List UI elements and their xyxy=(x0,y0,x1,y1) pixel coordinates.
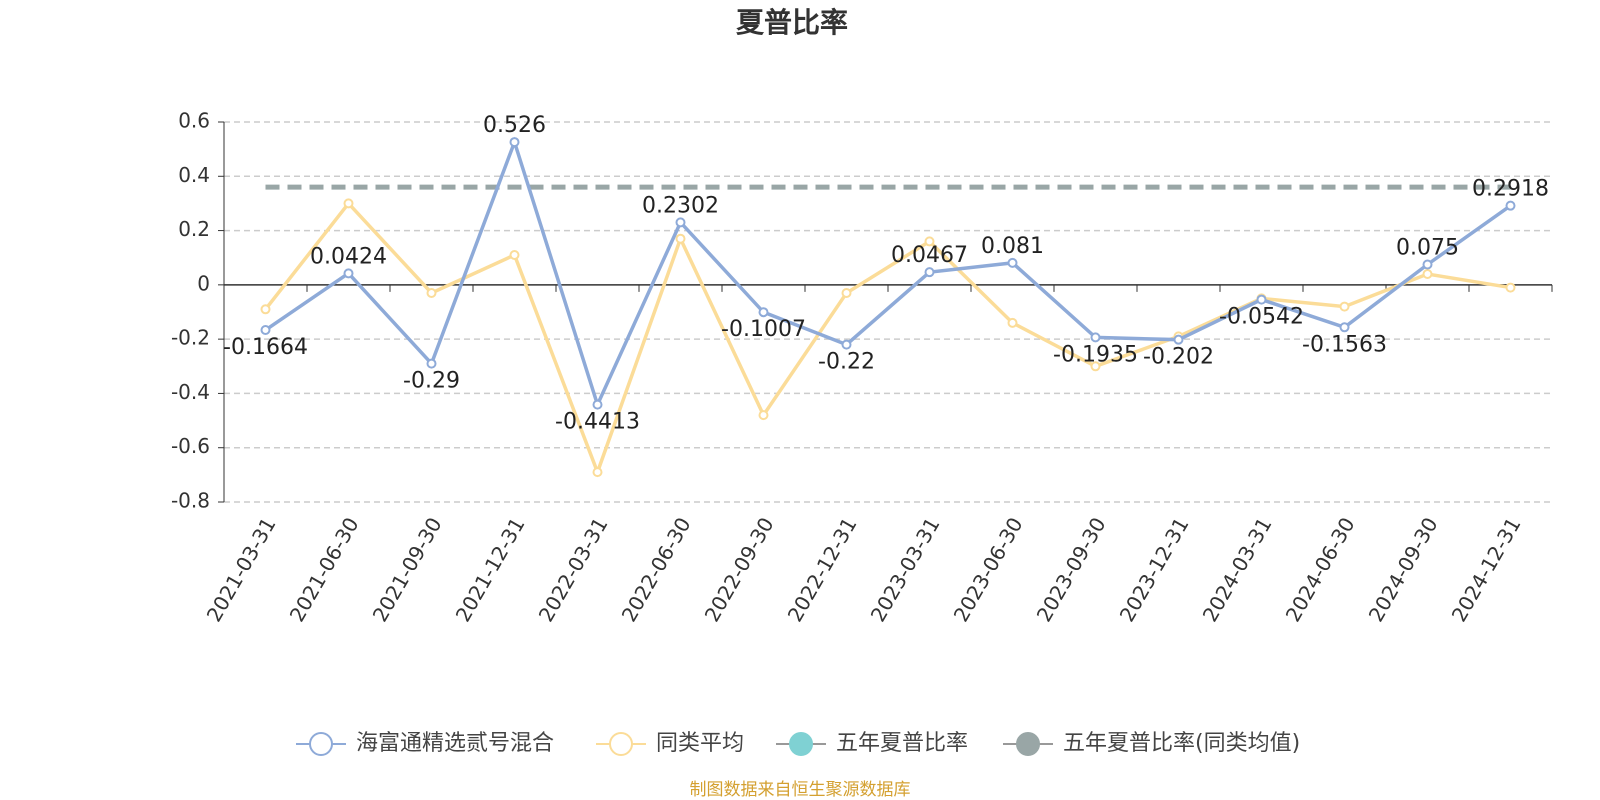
y-tick-label: -0.8 xyxy=(171,489,210,513)
data-point xyxy=(260,304,271,315)
data-point xyxy=(1173,334,1184,345)
x-tick-label: 2021-12-31 xyxy=(451,513,530,626)
data-point xyxy=(675,233,686,244)
x-tick-label: 2022-06-30 xyxy=(617,513,696,626)
legend-marker xyxy=(609,732,633,756)
data-point xyxy=(841,288,852,298)
series-line xyxy=(264,136,1512,410)
x-tick-label: 2023-12-31 xyxy=(1115,513,1194,626)
x-tick-label: 2023-03-31 xyxy=(866,513,945,626)
x-tick-label: 2021-03-31 xyxy=(202,513,281,626)
data-point xyxy=(1422,269,1433,279)
data-point xyxy=(675,217,686,228)
x-tick-label: 2021-06-30 xyxy=(285,513,364,626)
data-label: -0.1935 xyxy=(1053,342,1138,367)
data-point xyxy=(509,137,520,148)
x-tick-label: 2023-06-30 xyxy=(949,513,1028,626)
y-tick-label: 0.6 xyxy=(178,109,210,133)
data-point xyxy=(1007,257,1018,268)
data-point xyxy=(1505,200,1516,211)
legend-marker xyxy=(309,732,333,756)
x-tick-label: 2022-03-31 xyxy=(534,513,613,626)
data-point xyxy=(1256,294,1267,305)
data-label: -0.1563 xyxy=(1302,332,1387,357)
x-tick-label: 2022-12-31 xyxy=(783,513,862,626)
x-tick-label: 2024-09-30 xyxy=(1364,513,1443,626)
legend-marker xyxy=(1016,732,1040,756)
data-label: 0.526 xyxy=(483,113,546,138)
legend-label: 五年夏普比率(同类均值) xyxy=(1063,731,1300,756)
data-point xyxy=(426,358,437,369)
data-point xyxy=(1422,259,1433,270)
data-label: 0.075 xyxy=(1396,236,1459,261)
data-label: -0.4413 xyxy=(555,410,640,435)
data-label: -0.1007 xyxy=(721,317,806,342)
legend-marker xyxy=(789,732,813,756)
x-tick-label: 2024-03-31 xyxy=(1198,513,1277,626)
data-point xyxy=(343,198,354,209)
x-tick-label: 2022-09-30 xyxy=(700,513,779,626)
data-point xyxy=(1505,282,1516,293)
y-tick-label: 0.4 xyxy=(178,163,210,187)
data-point xyxy=(1090,332,1101,343)
data-point xyxy=(426,288,437,298)
y-tick-label: -0.2 xyxy=(171,326,210,350)
data-label: 0.0424 xyxy=(310,244,387,269)
x-tick-label: 2021-09-30 xyxy=(368,513,447,626)
data-point xyxy=(1339,322,1350,333)
data-label: 0.081 xyxy=(981,234,1044,259)
legend-item: 同类平均 xyxy=(596,731,744,756)
legend-item: 海富通精选贰号混合 xyxy=(296,731,554,756)
data-point xyxy=(343,268,354,279)
data-point xyxy=(1339,301,1350,312)
data-point xyxy=(758,307,769,318)
data-point xyxy=(1090,361,1101,372)
legend-item: 五年夏普比率 xyxy=(776,731,968,756)
data-point xyxy=(841,339,852,350)
x-tick-label: 2024-06-30 xyxy=(1281,513,1360,626)
data-label: -0.29 xyxy=(403,369,460,394)
x-tick-label: 2023-09-30 xyxy=(1032,513,1111,626)
data-point xyxy=(924,236,935,247)
data-label: 0.2302 xyxy=(642,193,719,218)
y-tick-label: -0.6 xyxy=(171,434,210,458)
data-label: -0.1664 xyxy=(223,335,308,360)
data-point xyxy=(260,325,271,336)
x-tick-label: 2024-12-31 xyxy=(1447,513,1526,626)
source-note: 制图数据来自恒生聚源数据库 xyxy=(690,780,911,800)
y-tick-label: 0 xyxy=(197,271,210,295)
data-point xyxy=(758,410,769,421)
data-point xyxy=(509,250,520,260)
data-point xyxy=(592,467,603,478)
y-tick-label: -0.4 xyxy=(171,380,210,404)
legend-label: 海富通精选贰号混合 xyxy=(356,731,554,756)
series-line xyxy=(264,200,1511,478)
data-label: -0.22 xyxy=(818,350,875,375)
data-label: 0.2918 xyxy=(1472,177,1549,202)
data-label: -0.0542 xyxy=(1219,305,1304,330)
data-label: 0.0467 xyxy=(891,243,968,268)
legend-item: 五年夏普比率(同类均值) xyxy=(1003,731,1300,756)
legend-label: 同类平均 xyxy=(656,731,744,756)
data-point xyxy=(1007,317,1018,328)
data-point xyxy=(924,267,935,278)
legend-label: 五年夏普比率 xyxy=(836,731,968,756)
data-label: -0.202 xyxy=(1143,345,1214,370)
y-tick-label: 0.2 xyxy=(178,217,210,241)
chart-title: 夏普比率 xyxy=(736,6,848,39)
data-point xyxy=(592,399,603,410)
